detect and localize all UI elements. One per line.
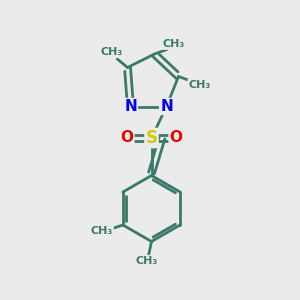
Text: CH₃: CH₃ bbox=[163, 39, 185, 49]
Text: O: O bbox=[120, 130, 134, 146]
Text: CH₃: CH₃ bbox=[135, 256, 158, 266]
Text: CH₃: CH₃ bbox=[100, 47, 123, 57]
Text: O: O bbox=[169, 130, 183, 146]
Text: CH₃: CH₃ bbox=[188, 80, 211, 90]
Text: N: N bbox=[124, 99, 137, 114]
Text: S: S bbox=[146, 129, 158, 147]
Text: CH₃: CH₃ bbox=[91, 226, 113, 236]
Text: N: N bbox=[160, 99, 173, 114]
